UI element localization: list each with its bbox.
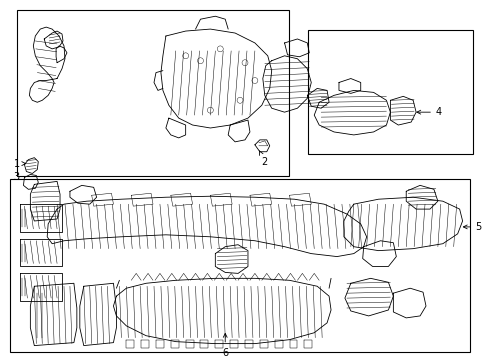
Text: 1: 1: [13, 159, 25, 168]
Text: 3: 3: [13, 172, 20, 183]
Bar: [308, 30, 473, 154]
Text: 5: 5: [464, 222, 482, 232]
Text: 6: 6: [222, 333, 228, 357]
Bar: [17, 10, 289, 176]
Bar: [10, 179, 470, 352]
Text: 2: 2: [260, 151, 268, 167]
Text: 4: 4: [417, 107, 442, 117]
